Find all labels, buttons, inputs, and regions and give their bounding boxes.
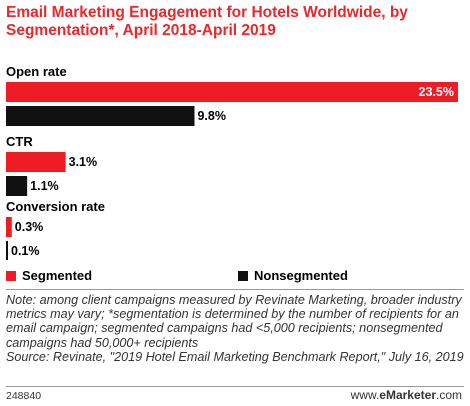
category-label: Conversion rate bbox=[6, 199, 105, 214]
chart-id: 248840 bbox=[6, 390, 42, 402]
brand-prefix: www. bbox=[350, 388, 380, 402]
category-label: Open rate bbox=[6, 64, 67, 79]
legend-swatch-segmented bbox=[6, 270, 16, 281]
data-label-nonsegmented-2: 0.1% bbox=[11, 244, 40, 258]
bar-nonsegmented-0 bbox=[6, 106, 195, 126]
bar-nonsegmented-2 bbox=[6, 241, 8, 260]
bar-segmented-0 bbox=[6, 82, 458, 102]
category-label: CTR bbox=[6, 134, 33, 149]
legend-item-nonsegmented: Nonsegmented bbox=[238, 268, 348, 283]
data-label-segmented-2: 0.3% bbox=[15, 220, 44, 234]
legend-swatch-nonsegmented bbox=[238, 270, 248, 281]
brand-logo[interactable]: www.eMarketer.com bbox=[351, 388, 462, 402]
divider-top bbox=[6, 289, 464, 290]
source-text: Source: Revinate, "2019 Hotel Email Mark… bbox=[6, 349, 464, 364]
chart-title: Email Marketing Engagement for Hotels Wo… bbox=[6, 4, 408, 39]
data-label-segmented-1: 3.1% bbox=[69, 155, 98, 169]
data-label-nonsegmented-1: 1.1% bbox=[30, 179, 59, 193]
data-label-nonsegmented-0: 9.8% bbox=[197, 109, 226, 123]
brand-suffix: .com bbox=[435, 388, 462, 402]
data-label-segmented-0: 23.5% bbox=[419, 85, 454, 99]
divider-bottom bbox=[6, 386, 464, 387]
legend-label-segmented: Segmented bbox=[22, 268, 93, 283]
brand-name: eMarketer bbox=[379, 388, 436, 402]
bar-chart: Open rate 23.5% 9.8% CTR 3.1% 1.1% Conversion … bbox=[6, 64, 458, 260]
bar-segmented-2 bbox=[6, 217, 12, 237]
legend-label-nonsegmented: Nonsegmented bbox=[254, 268, 348, 283]
legend: Segmented Nonsegmented bbox=[0, 268, 470, 284]
footnote: Note: among client campaigns measured by… bbox=[6, 293, 466, 364]
bar-segmented-1 bbox=[6, 152, 66, 172]
bar-nonsegmented-1 bbox=[6, 176, 28, 196]
note-text: Note: among client campaigns measured by… bbox=[6, 293, 462, 350]
legend-item-segmented: Segmented bbox=[6, 268, 92, 283]
